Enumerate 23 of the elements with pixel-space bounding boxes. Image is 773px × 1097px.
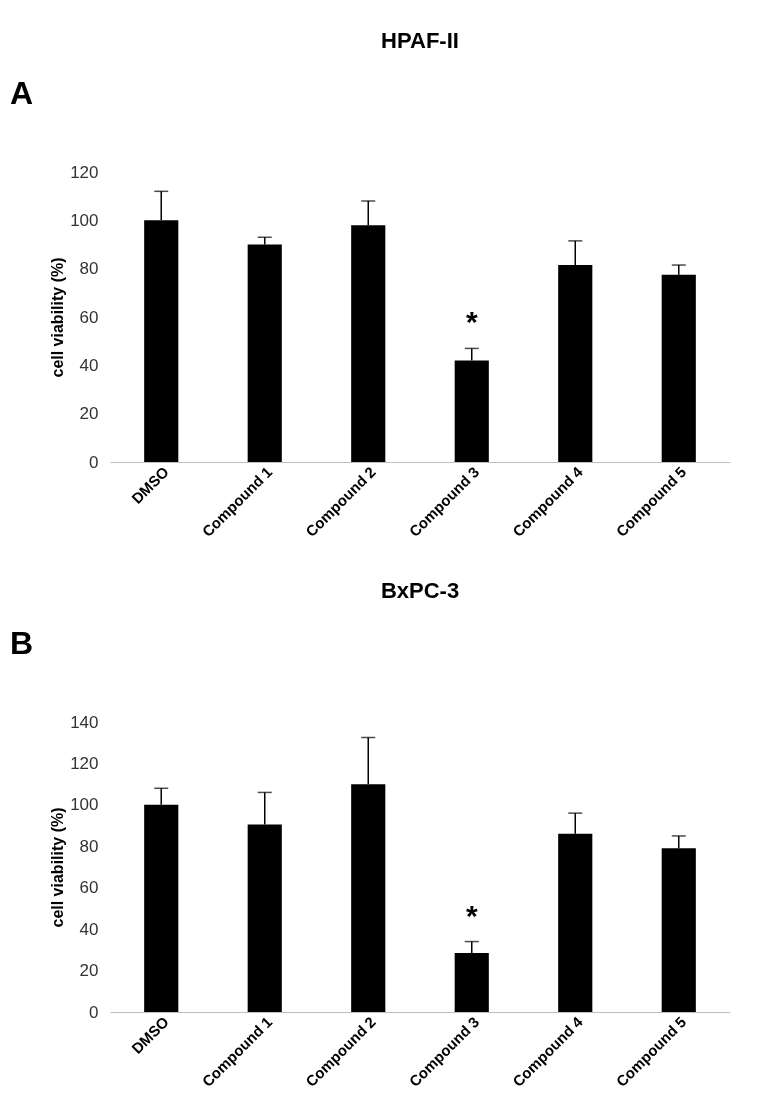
y-tick-label: 140 <box>70 712 99 732</box>
y-tick-label: 0 <box>89 452 99 472</box>
chart-title: HPAF-II <box>381 28 459 53</box>
y-axis-title: cell viability (%) <box>49 257 67 378</box>
y-tick-label: 60 <box>79 307 99 327</box>
y-tick-label: 80 <box>79 259 99 279</box>
y-tick-label: 100 <box>70 210 99 230</box>
chart-title: BxPC-3 <box>380 578 460 603</box>
annotation: * <box>465 305 478 339</box>
y-tick-label: 120 <box>70 162 99 182</box>
y-tick-label: 40 <box>79 919 99 939</box>
y-tick-label: 120 <box>70 753 99 773</box>
y-tick-label: 80 <box>79 836 99 856</box>
y-tick-label: 20 <box>79 404 99 424</box>
text: A <box>10 75 34 111</box>
y-tick-label: 40 <box>79 355 99 375</box>
y-axis-title: cell viability (%) <box>49 807 67 928</box>
text: B <box>10 625 34 661</box>
y-tick-label: 100 <box>70 795 99 815</box>
y-tick-label: 0 <box>89 1002 99 1022</box>
y-tick-label: 60 <box>79 878 99 898</box>
y-tick-label: 20 <box>79 961 99 981</box>
annotation: * <box>465 898 478 932</box>
